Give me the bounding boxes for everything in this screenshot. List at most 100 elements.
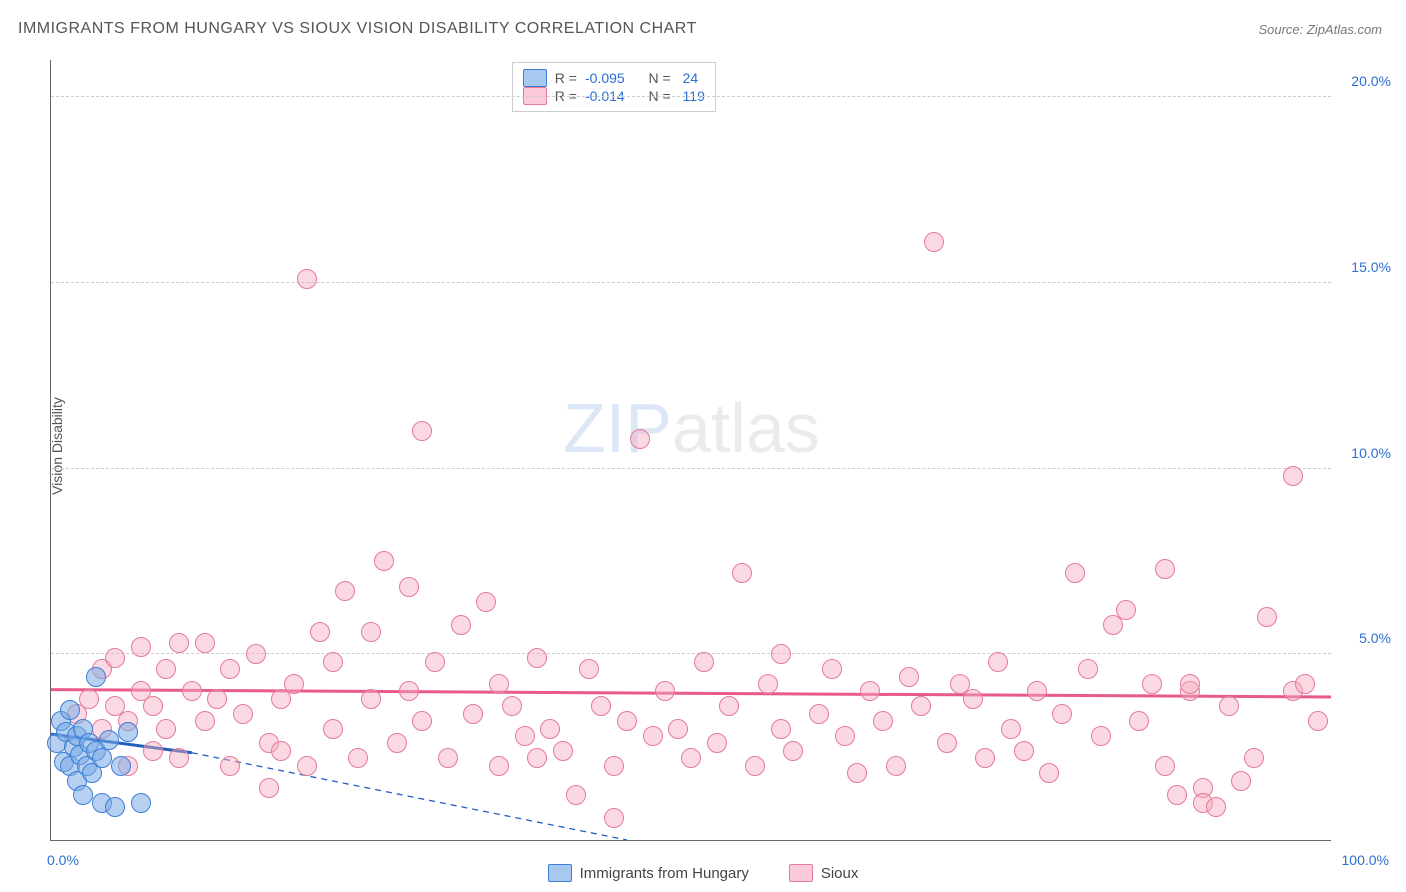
scatter-point: [617, 711, 637, 731]
scatter-point: [105, 648, 125, 668]
scatter-point: [732, 563, 752, 583]
scatter-point: [425, 652, 445, 672]
scatter-point: [719, 696, 739, 716]
scatter-point: [1078, 659, 1098, 679]
y-tick-label: 20.0%: [1336, 73, 1391, 89]
legend-swatch: [523, 69, 547, 87]
scatter-point: [579, 659, 599, 679]
scatter-point: [323, 719, 343, 739]
scatter-point: [1257, 607, 1277, 627]
scatter-point: [835, 726, 855, 746]
scatter-point: [604, 808, 624, 828]
scatter-point: [60, 700, 80, 720]
scatter-point: [1180, 674, 1200, 694]
scatter-point: [937, 733, 957, 753]
scatter-point: [1167, 785, 1187, 805]
bottom-legend: Immigrants from HungarySioux: [0, 864, 1406, 882]
grid-line: [51, 468, 1331, 469]
scatter-point: [399, 681, 419, 701]
scatter-point: [297, 756, 317, 776]
scatter-point: [1001, 719, 1021, 739]
scatter-point: [86, 667, 106, 687]
scatter-point: [1206, 797, 1226, 817]
scatter-point: [745, 756, 765, 776]
scatter-point: [489, 756, 509, 776]
scatter-point: [975, 748, 995, 768]
scatter-point: [207, 689, 227, 709]
scatter-point: [195, 633, 215, 653]
scatter-point: [873, 711, 893, 731]
y-tick-label: 5.0%: [1336, 630, 1391, 646]
scatter-point: [476, 592, 496, 612]
scatter-point: [1244, 748, 1264, 768]
scatter-point: [361, 689, 381, 709]
chart-title: IMMIGRANTS FROM HUNGARY VS SIOUX VISION …: [18, 20, 697, 38]
scatter-point: [911, 696, 931, 716]
scatter-point: [1155, 756, 1175, 776]
scatter-point: [1052, 704, 1072, 724]
scatter-point: [553, 741, 573, 761]
grid-line: [51, 653, 1331, 654]
legend-swatch: [789, 864, 813, 882]
scatter-point: [643, 726, 663, 746]
watermark-atlas: atlas: [672, 389, 820, 467]
scatter-point: [707, 733, 727, 753]
stats-row: R =-0.095 N = 24: [523, 69, 705, 87]
scatter-point: [694, 652, 714, 672]
scatter-point: [233, 704, 253, 724]
scatter-point: [259, 778, 279, 798]
scatter-point: [79, 689, 99, 709]
scatter-point: [297, 269, 317, 289]
scatter-point: [323, 652, 343, 672]
n-label: N =: [648, 70, 670, 86]
scatter-point: [527, 648, 547, 668]
grid-line: [51, 96, 1331, 97]
scatter-point: [783, 741, 803, 761]
scatter-point: [988, 652, 1008, 672]
scatter-point: [515, 726, 535, 746]
scatter-point: [489, 674, 509, 694]
scatter-point: [566, 785, 586, 805]
scatter-point: [438, 748, 458, 768]
scatter-point: [963, 689, 983, 709]
y-tick-label: 15.0%: [1336, 259, 1391, 275]
scatter-point: [527, 748, 547, 768]
scatter-point: [1065, 563, 1085, 583]
scatter-point: [1142, 674, 1162, 694]
scatter-point: [374, 551, 394, 571]
scatter-point: [361, 622, 381, 642]
scatter-point: [809, 704, 829, 724]
scatter-point: [412, 711, 432, 731]
scatter-point: [99, 730, 119, 750]
scatter-point: [1295, 674, 1315, 694]
scatter-point: [1283, 466, 1303, 486]
scatter-point: [1091, 726, 1111, 746]
scatter-point: [860, 681, 880, 701]
scatter-point: [169, 633, 189, 653]
scatter-point: [1219, 696, 1239, 716]
scatter-point: [310, 622, 330, 642]
r-label: R =: [555, 70, 577, 86]
stats-legend-box: R =-0.095 N = 24R =-0.014 N = 119: [512, 62, 716, 112]
scatter-point: [1116, 600, 1136, 620]
scatter-point: [1027, 681, 1047, 701]
scatter-point: [630, 429, 650, 449]
scatter-point: [111, 756, 131, 776]
scatter-point: [284, 674, 304, 694]
scatter-point: [886, 756, 906, 776]
scatter-point: [387, 733, 407, 753]
scatter-point: [143, 741, 163, 761]
grid-line: [51, 282, 1331, 283]
scatter-point: [195, 711, 215, 731]
scatter-point: [1155, 559, 1175, 579]
scatter-point: [1308, 711, 1328, 731]
legend-item: Sioux: [789, 864, 859, 882]
scatter-point: [182, 681, 202, 701]
scatter-point: [271, 741, 291, 761]
scatter-point: [604, 756, 624, 776]
scatter-point: [131, 637, 151, 657]
scatter-point: [1231, 771, 1251, 791]
source-attribution: Source: ZipAtlas.com: [1258, 22, 1382, 37]
scatter-point: [681, 748, 701, 768]
scatter-point: [169, 748, 189, 768]
